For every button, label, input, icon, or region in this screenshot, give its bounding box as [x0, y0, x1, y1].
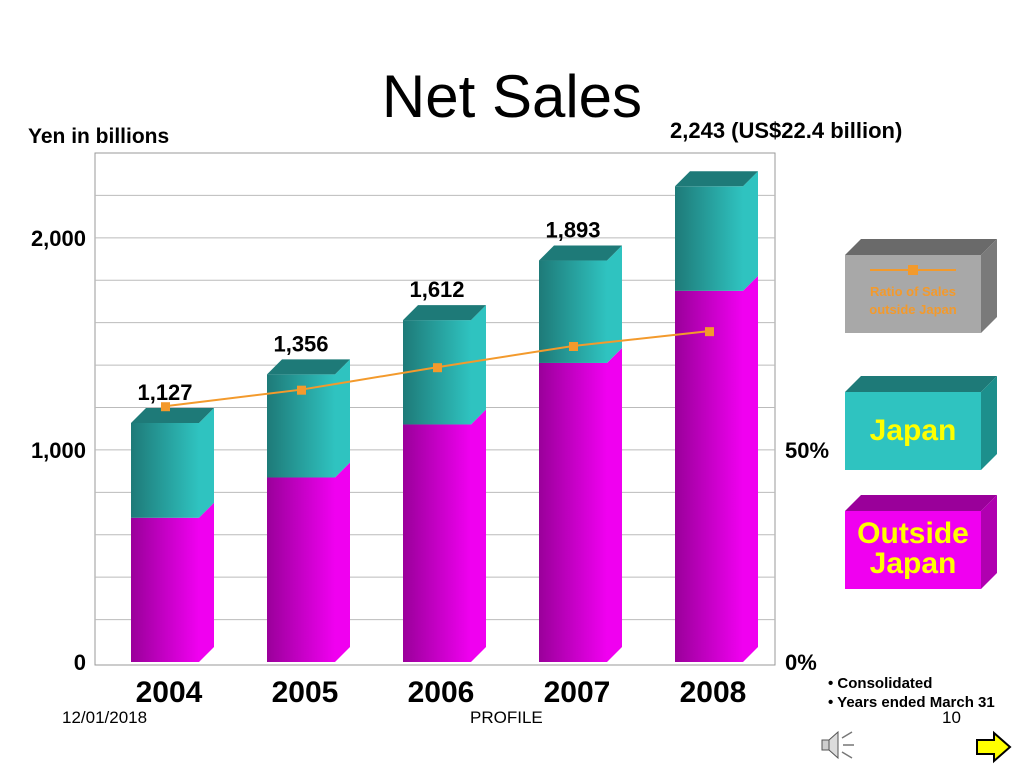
legend-outside-box	[845, 511, 981, 589]
ratio-point	[161, 402, 170, 412]
legend-japan-box-top	[845, 376, 997, 392]
bar-outside-japan	[675, 290, 743, 662]
bar-japan-side	[199, 407, 214, 518]
bar-japan	[131, 422, 199, 518]
footer-section: PROFILE	[470, 708, 543, 727]
x-category-label: 2008	[680, 676, 747, 709]
bar-japan-top	[267, 359, 350, 375]
legend-ratio-label-line1: Ratio of Sales	[870, 284, 956, 299]
bar-outside-japan-side	[199, 502, 214, 662]
speaker-icon[interactable]	[818, 728, 858, 764]
bar-outside-japan	[539, 362, 607, 662]
bar-total-label: 1,893	[545, 218, 600, 243]
bar-japan-top	[403, 305, 486, 321]
bar-japan-top	[131, 407, 214, 423]
x-category-label: 2005	[272, 676, 339, 709]
x-category-label: 2007	[544, 676, 611, 709]
footer-page-number: 10	[942, 708, 961, 727]
footer-date: 12/01/2018	[62, 708, 148, 727]
legend-outside-label-line2: Japan	[870, 547, 957, 580]
bar-japan-side	[471, 305, 486, 425]
bar-japan-top	[539, 245, 622, 261]
legend-japan-box	[845, 392, 981, 470]
bar-japan-side	[335, 359, 350, 478]
bar-japan-side	[743, 171, 758, 291]
bar-total-label: 1,356	[273, 331, 328, 356]
y-tick-label: 2,000	[31, 226, 86, 251]
bar-outside-japan-side	[471, 409, 486, 662]
footnotes: • Consolidated • Years ended March 31	[828, 674, 995, 712]
bar-outside-japan-side	[743, 275, 758, 662]
legend-japan-box-side	[981, 376, 997, 470]
ratio-point	[705, 327, 714, 337]
bar-outside-japan	[267, 477, 335, 662]
bar-japan	[403, 320, 471, 425]
ratio-point	[297, 385, 306, 395]
bar-outside-japan	[131, 517, 199, 662]
legend-japan-label: Japan	[870, 414, 957, 447]
bar-total-label: 1,127	[137, 380, 192, 405]
y-tick-label: 1,000	[31, 438, 86, 463]
y-axis-unit-label: Yen in billions	[28, 125, 170, 148]
bar-japan	[675, 186, 743, 291]
x-category-label: 2006	[408, 676, 475, 709]
bar-outside-japan	[403, 424, 471, 662]
bar-outside-japan-side	[335, 462, 350, 662]
ratio-point	[569, 341, 578, 351]
legend-ratio-box-top	[845, 239, 997, 255]
next-slide-arrow-icon[interactable]	[974, 730, 1014, 764]
legend-ratio-box-side	[981, 239, 997, 333]
plot-frame	[94, 152, 776, 666]
legend-outside-label-line1: Outside	[857, 517, 969, 550]
y2-tick-label: 0%	[785, 650, 817, 675]
bar-japan-side	[607, 245, 622, 363]
total-2008-label: 2,243 (US$22.4 billion)	[670, 118, 903, 143]
y2-tick-label: 50%	[785, 438, 829, 463]
legend-outside-box-top	[845, 495, 997, 511]
legend-ratio-marker	[908, 265, 918, 275]
slide-title: Net Sales	[381, 63, 643, 130]
footnote-fiscal-year: • Years ended March 31	[828, 694, 995, 711]
bar-total-label: 1,612	[409, 277, 464, 302]
legend-outside-box-side	[981, 495, 997, 589]
bar-outside-japan-side	[607, 347, 622, 662]
x-category-label: 2004	[136, 676, 203, 709]
legend-ratio-label-line2: outside Japan	[869, 302, 956, 317]
y-tick-label: 0	[74, 650, 86, 675]
bar-japan-top	[675, 171, 758, 187]
ratio-point	[433, 363, 442, 373]
footnote-consolidated: • Consolidated	[828, 675, 933, 692]
